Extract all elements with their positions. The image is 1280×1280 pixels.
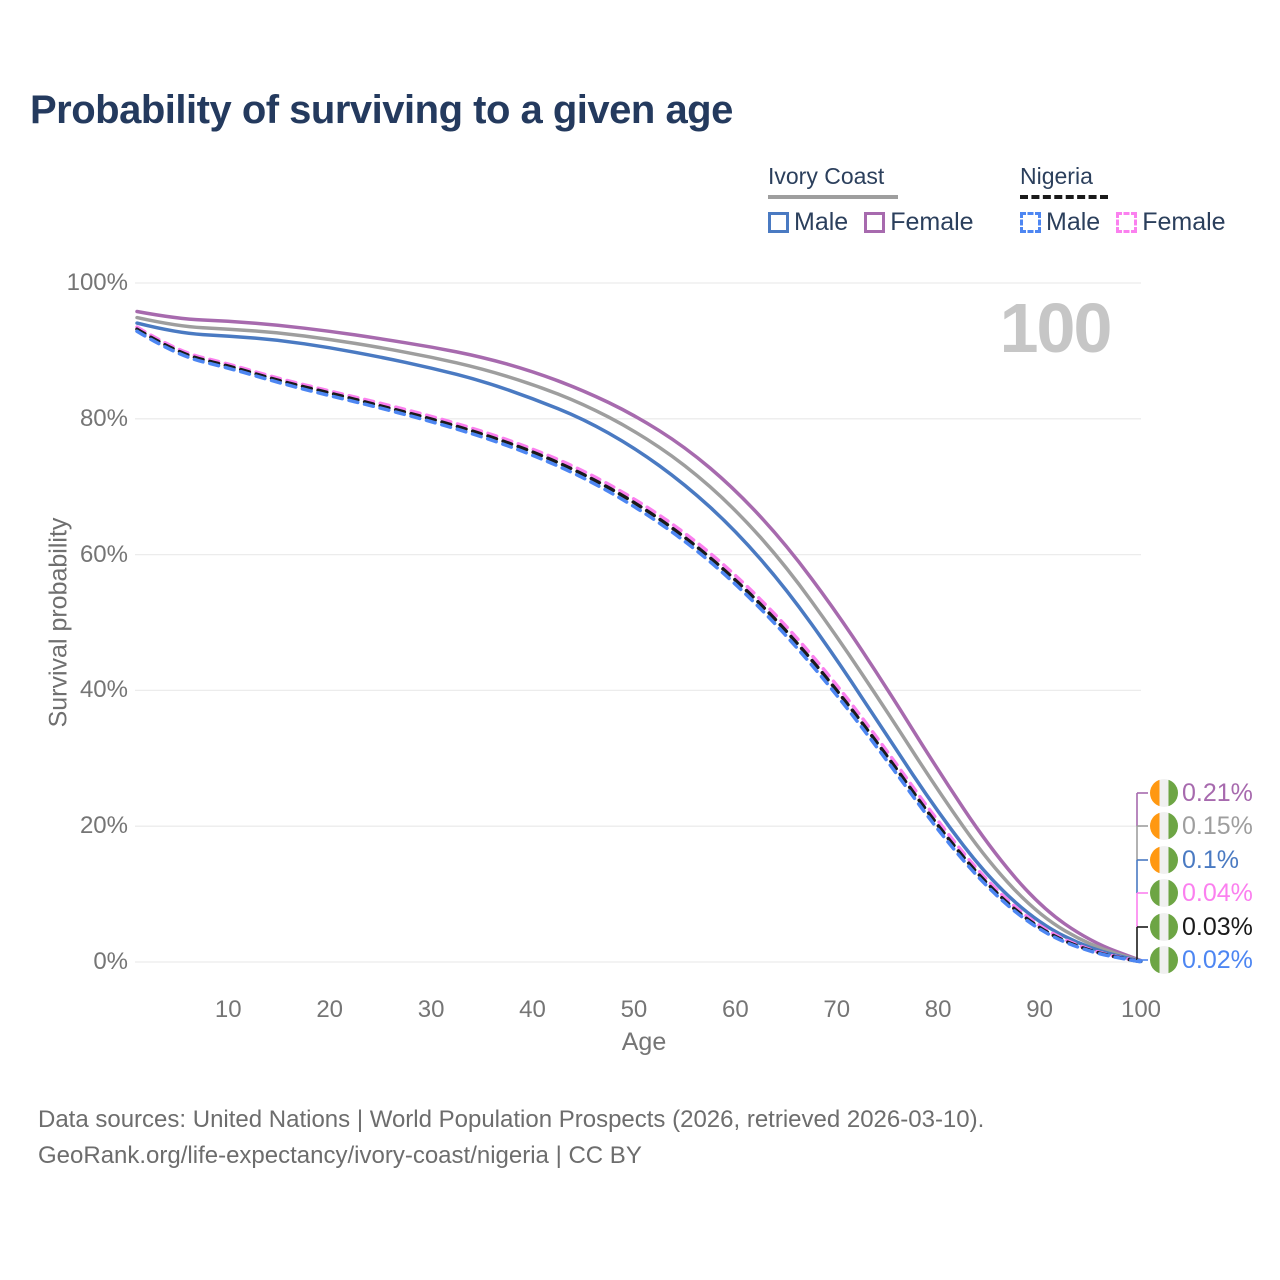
x-tick-90: 90 (1026, 996, 1053, 1023)
nigeria-flag-icon (1150, 879, 1178, 907)
end-value-ivory-coast-female: 0.21% (1182, 778, 1253, 807)
legend-label-nigeria-male: Male (1046, 208, 1101, 236)
legend-swatch-ivory-coast-male (768, 212, 789, 233)
legend-item-ivory-coast-male[interactable]: Male (768, 208, 848, 237)
legend-line-swatch-nigeria (1020, 195, 1108, 199)
legend-label-ivory-coast-male: Male (794, 208, 849, 236)
legend-header-nigeria[interactable]: Nigeria (1020, 163, 1093, 189)
line-ivory-coast-female[interactable] (135, 309, 1143, 963)
page-title: Probability of surviving to a given age (30, 88, 733, 132)
end-label-nigeria: 0.03% (1150, 912, 1253, 942)
line-ivory-coast[interactable] (135, 315, 1143, 963)
hovered-age-readout: 100 (999, 289, 1113, 367)
end-label-ivory-coast-male: 0.1% (1150, 845, 1239, 875)
y-tick-100%: 100% (66, 269, 128, 296)
end-value-nigeria-male: 0.02% (1182, 945, 1253, 974)
end-value-ivory-coast-male: 0.1% (1182, 845, 1239, 874)
legend-item-nigeria-female[interactable]: Female (1116, 208, 1226, 237)
end-label-nigeria-female: 0.04% (1150, 878, 1253, 908)
legend-line-swatch-ivory-coast (768, 195, 898, 199)
legend-label-ivory-coast-female: Female (890, 208, 974, 236)
end-value-ivory-coast: 0.15% (1182, 811, 1253, 840)
x-tick-80: 80 (924, 996, 952, 1023)
y-tick-40%: 40% (79, 676, 128, 704)
end-value-nigeria-female: 0.04% (1182, 878, 1253, 907)
legend-item-nigeria-male[interactable]: Male (1020, 208, 1100, 237)
x-tick-50: 50 (620, 996, 648, 1023)
end-label-nigeria-male: 0.02% (1150, 945, 1253, 975)
legend-header-ivory-coast[interactable]: Ivory Coast (768, 163, 885, 189)
end-label-ivory-coast: 0.15% (1150, 811, 1253, 841)
x-tick-100: 100 (1120, 996, 1162, 1023)
nigeria-flag-icon (1150, 913, 1178, 941)
y-tick-60%: 60% (79, 540, 128, 568)
legend-group-nigeria: Nigeria Male Female (1020, 163, 1242, 237)
y-tick-0%: 0% (93, 948, 128, 975)
legend-swatch-ivory-coast-female (864, 212, 886, 233)
x-tick-40: 40 (519, 996, 546, 1023)
line-nigeria-female[interactable] (135, 325, 1143, 964)
x-tick-30: 30 (417, 996, 445, 1023)
y-tick-20%: 20% (79, 812, 128, 840)
end-value-nigeria: 0.03% (1182, 912, 1253, 941)
x-axis-title: Age (621, 1028, 667, 1056)
ivory-coast-flag-icon (1150, 779, 1178, 807)
x-tick-60: 60 (721, 996, 749, 1023)
x-tick-70: 70 (823, 996, 851, 1023)
legend-swatch-nigeria-male (1020, 212, 1041, 233)
x-tick-10: 10 (214, 996, 242, 1023)
y-tick-80%: 80% (79, 404, 128, 432)
legend-item-ivory-coast-female[interactable]: Female (864, 208, 974, 237)
attribution-note: GeoRank.org/life-expectancy/ivory-coast/… (38, 1142, 642, 1169)
ivory-coast-flag-icon (1150, 846, 1178, 874)
nigeria-flag-icon (1150, 946, 1178, 974)
ivory-coast-flag-icon (1150, 812, 1178, 840)
line-nigeria[interactable] (135, 327, 1143, 964)
line-ivory-coast-male[interactable] (135, 321, 1143, 964)
legend-swatch-nigeria-female (1116, 212, 1138, 233)
data-sources-note: Data sources: United Nations | World Pop… (38, 1106, 985, 1133)
legend-group-ivory-coast: Ivory Coast Male Female (768, 163, 990, 237)
legend-label-nigeria-female: Female (1142, 208, 1226, 236)
end-label-ivory-coast-female: 0.21% (1150, 778, 1253, 808)
line-nigeria-male[interactable] (135, 329, 1143, 964)
x-tick-20: 20 (316, 996, 344, 1023)
